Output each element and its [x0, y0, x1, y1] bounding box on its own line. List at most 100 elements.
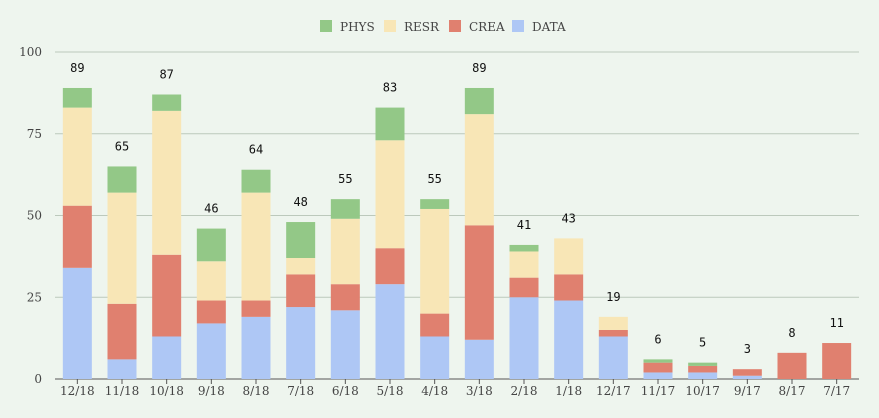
legend-swatch-resr [384, 20, 396, 32]
bar-segment-resr [286, 258, 316, 275]
bar-segment-phys [241, 169, 271, 193]
bar-segment-data [152, 336, 182, 379]
bar-segment-crea [420, 313, 450, 337]
bar-segment-phys [420, 199, 450, 209]
bar-segment-resr [196, 261, 226, 301]
bar-segment-crea [509, 277, 539, 298]
bar-segment-resr [420, 208, 450, 314]
legend-swatch-data [512, 20, 524, 32]
bar-segment-crea [598, 329, 628, 337]
x-tick-label: 5/18 [377, 384, 404, 398]
bar-segment-resr [598, 316, 628, 330]
bar-segment-resr [375, 140, 405, 249]
x-tick-label: 12/17 [596, 384, 631, 398]
total-label: 64 [249, 143, 263, 157]
total-label: 3 [744, 342, 751, 356]
total-label: 55 [338, 172, 352, 186]
x-tick-label: 12/18 [60, 384, 95, 398]
legend: PHYS RESR CREA DATA [320, 20, 566, 34]
bar-segment-data [107, 359, 137, 379]
x-tick-label: 10/17 [685, 384, 720, 398]
total-label: 8 [788, 326, 795, 340]
bar-segment-resr [62, 107, 92, 206]
legend-label-phys: PHYS [340, 20, 375, 34]
bar-segment-phys [330, 199, 360, 219]
bar-segment-resr [464, 114, 494, 226]
bar-segment-crea [643, 362, 673, 373]
bar-segment-crea [107, 303, 137, 360]
bar-segment-crea [777, 352, 807, 379]
y-tick-label: 0 [34, 372, 42, 386]
x-tick-label: 11/17 [641, 384, 676, 398]
y-tick-label: 75 [27, 127, 42, 141]
legend-label-crea: CREA [469, 20, 505, 34]
bar-segment-data [732, 375, 762, 379]
x-tick-label: 11/18 [105, 384, 140, 398]
x-tick-label: 9/18 [198, 384, 225, 398]
total-label: 89 [472, 61, 486, 75]
bar-segment-phys [62, 87, 92, 108]
x-tick-label: 4/18 [421, 384, 448, 398]
x-tick-label: 9/17 [734, 384, 761, 398]
total-label: 5 [699, 336, 706, 350]
bar-segment-resr [554, 238, 584, 275]
bar-segment-crea [196, 300, 226, 324]
bars [62, 87, 852, 379]
bar-segment-resr [241, 192, 271, 301]
bar-segment-data [554, 300, 584, 379]
legend-label-data: DATA [532, 20, 566, 34]
total-label: 83 [383, 81, 397, 95]
x-tick-label: 7/18 [287, 384, 314, 398]
x-tick-label: 8/17 [779, 384, 806, 398]
bar-segment-phys [196, 228, 226, 262]
bar-segment-data [241, 316, 271, 379]
y-tick-label: 25 [27, 290, 42, 304]
total-label: 55 [427, 172, 441, 186]
bar-segment-resr [107, 192, 137, 304]
bar-segment-crea [286, 274, 316, 308]
bar-segment-data [375, 284, 405, 379]
bar-segment-data [62, 267, 92, 379]
bar-segment-data [196, 323, 226, 379]
legend-label-resr: RESR [404, 20, 440, 34]
x-tick-label: 3/18 [466, 384, 493, 398]
bar-segment-data [330, 310, 360, 379]
bar-segment-resr [152, 110, 182, 255]
total-label: 43 [561, 211, 575, 225]
x-tick-label: 8/18 [243, 384, 270, 398]
x-tick-label: 10/18 [149, 384, 184, 398]
bar-segment-data [643, 372, 673, 379]
x-tick-label: 1/18 [555, 384, 582, 398]
y-tick-label: 50 [27, 209, 42, 223]
x-axis-ticks: 12/18 11/18 10/18 9/18 8/18 7/18 6/18 5/18 4/18 3… [60, 379, 850, 398]
bar-segment-phys [464, 87, 494, 115]
y-axis-ticks: 0 25 50 75 100 [19, 45, 42, 386]
bar-segment-crea [554, 274, 584, 301]
bar-segment-resr [509, 251, 539, 278]
bar-segment-crea [152, 254, 182, 337]
bar-segment-phys [688, 362, 718, 366]
bar-segment-resr [330, 218, 360, 285]
bar-segment-data [286, 307, 316, 379]
total-label: 87 [159, 68, 173, 82]
bar-segment-phys [375, 107, 405, 141]
bar-segment-crea [330, 284, 360, 311]
bar-segment-data [509, 297, 539, 379]
x-tick-label: 7/17 [823, 384, 850, 398]
x-tick-label: 2/18 [511, 384, 538, 398]
bar-segment-crea [732, 369, 762, 376]
bar-segment-phys [643, 359, 673, 363]
bar-segment-data [598, 336, 628, 379]
total-label: 46 [204, 202, 218, 216]
total-label: 41 [517, 218, 531, 232]
bar-segment-data [688, 372, 718, 379]
legend-swatch-phys [320, 20, 332, 32]
bar-segment-phys [509, 244, 539, 252]
x-tick-label: 6/18 [332, 384, 359, 398]
bar-segment-crea [241, 300, 271, 317]
total-label: 6 [654, 332, 661, 346]
gridlines [55, 51, 859, 380]
